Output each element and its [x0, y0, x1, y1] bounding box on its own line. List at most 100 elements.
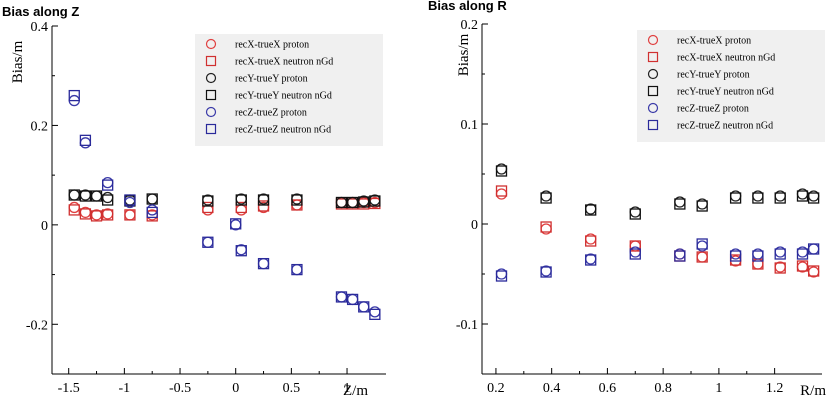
data-point: [696, 251, 708, 263]
y-tick-label: -0.1: [456, 318, 478, 333]
data-point: [291, 263, 303, 276]
data-point: [257, 194, 270, 206]
legend-marker: [647, 34, 659, 46]
data-point: [807, 265, 820, 277]
data-point: [90, 190, 103, 202]
data-point: [202, 195, 214, 207]
data-point: [346, 293, 359, 306]
data-point: [235, 194, 247, 206]
legend-background: [637, 30, 825, 142]
legend-marker: [647, 68, 659, 80]
legend-background: [195, 34, 383, 146]
data-point: [495, 270, 508, 282]
series-5: [68, 89, 381, 320]
data-point: [90, 190, 103, 202]
data-point: [369, 306, 381, 318]
data-point: [752, 192, 764, 204]
data-point: [335, 291, 348, 303]
data-point: [257, 200, 270, 212]
data-point: [79, 190, 92, 202]
series-0: [68, 196, 381, 221]
data-point: [146, 206, 158, 219]
series-3: [68, 189, 381, 209]
legend-marker: [647, 119, 659, 131]
data-point: [358, 301, 370, 313]
panel-bias-along-r: Bias along R Bias/m R/m recX-trueX proto…: [428, 0, 826, 399]
series-4: [495, 240, 820, 280]
x-axis-label: R/m: [800, 383, 826, 399]
x-tick-label: -1.5: [58, 381, 80, 396]
data-point: [68, 89, 80, 102]
data-point: [124, 209, 136, 221]
data-point: [774, 262, 786, 274]
legend-marker: [205, 72, 217, 84]
data-point: [585, 204, 597, 216]
series-3: [495, 165, 820, 220]
data-point: [495, 185, 508, 197]
data-point: [807, 192, 820, 204]
data-point: [346, 293, 359, 306]
legend-marker: [205, 106, 217, 118]
x-tick-label: 0.5: [283, 381, 301, 396]
data-point: [540, 221, 552, 233]
data-point: [102, 191, 114, 204]
legend-label: recY-trueY neutron nGd: [677, 87, 774, 98]
legend-marker: [647, 51, 659, 63]
data-point: [629, 208, 641, 220]
data-point: [124, 209, 136, 221]
data-point: [796, 190, 809, 202]
data-point: [146, 193, 158, 205]
data-point: [358, 301, 370, 313]
data-point: [102, 179, 114, 191]
legend-label: recY-trueY proton: [677, 70, 750, 81]
data-point: [146, 193, 158, 205]
legend-marker: [205, 55, 217, 67]
y-tick-label: 0.2: [31, 119, 49, 134]
data-point: [495, 165, 508, 177]
data-point: [674, 250, 686, 262]
data-point: [696, 200, 708, 212]
data-point: [540, 266, 552, 278]
legend-label: recZ-trueZ neutron nGd: [677, 121, 773, 132]
data-point: [358, 196, 370, 208]
data-point: [235, 204, 247, 216]
data-point: [807, 243, 820, 255]
data-point: [291, 263, 303, 276]
legend-label: recX-trueX proton: [677, 36, 751, 47]
data-point: [629, 240, 641, 252]
y-tick-label: -0.2: [26, 318, 48, 333]
data-point: [335, 291, 348, 303]
y-tick-label: 0.4: [31, 20, 49, 35]
data-point: [369, 308, 381, 320]
legend-label: recX-trueX proton: [235, 40, 309, 51]
y-tick-label: 0.2: [461, 18, 479, 33]
series-1: [68, 197, 381, 222]
series-0: [495, 188, 820, 278]
legend-marker: [647, 102, 659, 114]
data-point: [102, 176, 114, 189]
legend-label: recZ-trueZ proton: [235, 108, 307, 119]
x-axis-label: Z/m: [343, 383, 368, 399]
data-point: [90, 210, 103, 222]
data-point: [796, 248, 809, 260]
data-point: [124, 194, 136, 206]
data-point: [257, 257, 270, 270]
x-tick-label: 1.2: [766, 381, 784, 396]
legend-label: recX-trueX neutron nGd: [235, 57, 333, 68]
data-point: [774, 248, 786, 260]
data-point: [79, 134, 92, 146]
data-point: [585, 254, 597, 266]
legend-label: recY-trueY neutron nGd: [235, 91, 332, 102]
series-2: [68, 189, 381, 209]
data-point: [235, 245, 247, 257]
data-point: [235, 201, 247, 214]
legend: recX-trueX proton recX-trueX neutron nGd r…: [195, 34, 383, 146]
y-tick-label: 0: [471, 218, 478, 233]
x-tick-label: 0.8: [654, 381, 672, 396]
data-point: [807, 243, 820, 255]
data-point: [774, 192, 786, 204]
data-point: [68, 204, 80, 216]
data-point: [369, 195, 381, 207]
data-point: [68, 189, 80, 201]
